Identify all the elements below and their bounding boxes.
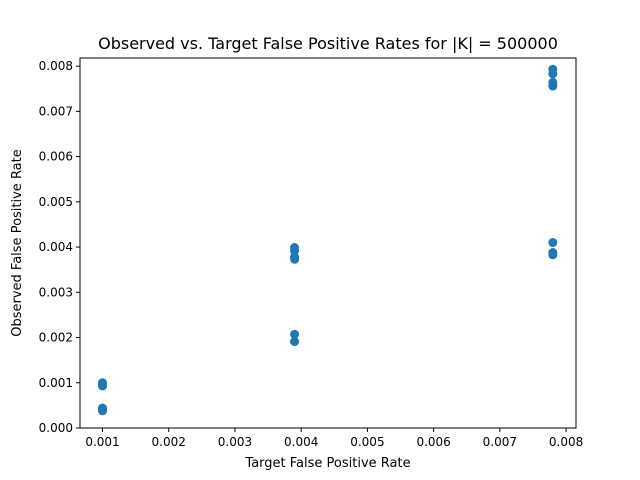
x-tick-label: 0.006	[416, 435, 450, 449]
data-point	[290, 246, 300, 256]
x-tick-label: 0.004	[284, 435, 318, 449]
x-axis-label: Target False Positive Rate	[244, 456, 410, 471]
data-point	[548, 69, 558, 79]
y-tick-label: 0.007	[39, 104, 73, 118]
x-tick-label: 0.002	[152, 435, 186, 449]
data-point	[548, 238, 558, 248]
data-point	[290, 329, 300, 339]
y-tick-label: 0.006	[39, 150, 73, 164]
data-point	[290, 254, 300, 264]
data-point	[98, 406, 108, 416]
y-axis: 0.000 0.001 0.002 0.003 0.004 0.005 0.006 0.007…	[39, 59, 80, 435]
x-tick-label: 0.001	[85, 435, 119, 449]
y-tick-label: 0.008	[39, 59, 73, 73]
y-tick-label: 0.005	[39, 195, 73, 209]
x-axis: 0.001 0.002 0.003 0.004 0.005 0.006 0.007 0.008	[85, 428, 583, 449]
plot-frame	[79, 57, 577, 429]
y-tick-label: 0.001	[39, 376, 73, 390]
y-tick-label: 0.003	[39, 285, 73, 299]
chart-title: Observed vs. Target False Positive Rates…	[98, 34, 558, 53]
data-point	[548, 250, 558, 260]
y-tick-label: 0.002	[39, 331, 73, 345]
x-tick-label: 0.008	[549, 435, 583, 449]
x-tick-label: 0.003	[218, 435, 252, 449]
points-layer	[98, 64, 558, 416]
y-tick-label: 0.004	[39, 240, 73, 254]
x-tick-label: 0.007	[483, 435, 517, 449]
x-tick-label: 0.005	[350, 435, 384, 449]
y-tick-label: 0.000	[39, 421, 73, 435]
data-point	[98, 381, 108, 391]
y-axis-label: Observed False Positive Rate	[10, 149, 25, 337]
data-point	[548, 81, 558, 91]
data-point	[290, 337, 300, 347]
